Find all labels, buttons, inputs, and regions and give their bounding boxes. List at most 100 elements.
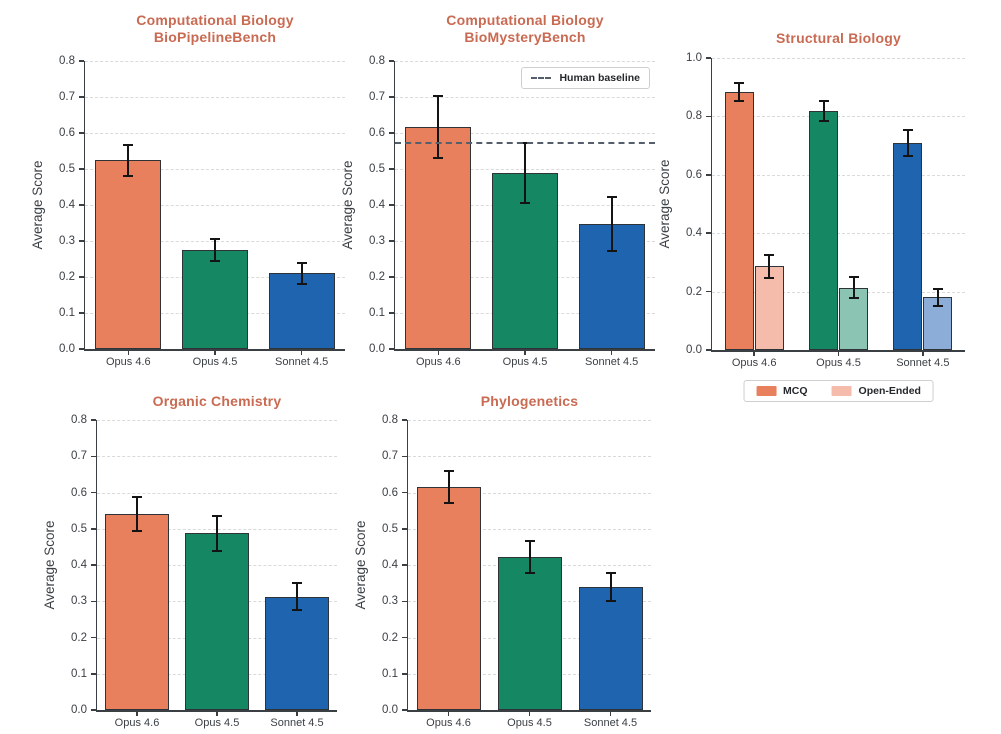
chart-phylogenetics: Phylogenetics Average Score 0.0 0.1 0.2 0.3 0.… [340,390,670,734]
y-tick-mark [78,276,84,278]
error-bar-cap-bottom [292,609,302,612]
chart-title: Computational Biology BioPipelineBench [85,12,345,46]
legend-item: Open-Ended [831,385,921,397]
y-tick-mark [388,312,394,314]
x-axis-spine [710,350,965,352]
y-tick-mark [401,600,407,602]
plot-area [710,58,965,352]
y-tick-label: 0.0 [382,704,398,716]
error-bar-line [906,129,909,156]
error-bar-cap-top [902,128,913,131]
y-tick-mark [78,204,84,206]
y-tick-mark [705,57,711,59]
y-tick-mark [388,276,394,278]
bar [497,557,562,710]
error-bar-cap-top [212,514,222,517]
y-tick-label: 0.8 [59,55,75,67]
x-tick-label: Sonnet 4.5 [896,357,950,369]
y-tick-mark [90,673,96,675]
x-tick-mark [300,350,303,355]
error-bar-cap-top [818,99,829,102]
chart-title-line: Structural Biology [776,30,901,46]
dashed-line-marker [531,77,552,79]
error-bar-line [610,196,613,251]
chart-computational-biology-biomysterybench: Computational Biology BioMysteryBench Aver… [320,8,670,388]
gridline [712,116,965,118]
y-tick-label: 0.4 [71,559,87,571]
gridline [85,205,345,206]
y-tick-label: 0.0 [369,343,385,355]
bar [265,596,329,710]
error-bar-cap-bottom [433,156,444,159]
error-bar-line [136,497,138,532]
bar [578,587,643,710]
y-tick-label: 1.0 [686,52,702,64]
y-tick-mark [401,528,407,530]
x-tick-mark [753,351,755,356]
gridline [97,492,337,494]
y-tick-label: 0.6 [686,168,702,181]
error-bar-cap-bottom [818,120,829,123]
error-bar-cap-top [734,81,745,84]
y-tick-mark [90,419,96,421]
x-tick-label: Opus 4.5 [502,356,548,368]
y-tick-label: 0.0 [71,704,87,716]
error-bar-cap-bottom [764,276,775,279]
gridline [408,528,651,530]
y-tick-label: 0.2 [71,631,87,644]
legend-swatch [831,386,852,396]
y-tick-label: 0.8 [686,110,702,123]
error-bar-cap-top [210,238,220,241]
y-tick-mark [90,564,96,566]
x-axis-spine [393,349,655,351]
y-tick-mark [401,491,407,494]
x-tick-mark [296,711,298,716]
y-tick-mark [90,528,96,530]
error-bar-line [216,515,218,551]
error-bar-cap-bottom [443,501,454,504]
gridline [85,61,345,62]
x-tick-mark [922,351,924,356]
y-tick-label: 0.4 [59,199,75,211]
y-tick-label: 0.1 [382,667,398,680]
x-tick-mark [447,711,450,716]
y-tick-label: 0.5 [382,522,398,535]
chart-title-line: BioMysteryBench [464,29,586,45]
y-axis-spine [406,420,408,712]
y-tick-mark [401,419,407,421]
gridline [712,233,965,235]
x-tick-mark [837,351,840,356]
legend-label: MCQ [783,385,808,397]
error-bar-line [768,254,771,278]
y-tick-mark [78,348,84,350]
y-tick-mark [78,96,84,98]
plot-area [83,61,345,351]
y-tick-mark [90,600,96,602]
x-axis-spine [406,710,651,712]
y-tick-label: 0.8 [71,414,87,426]
y-tick-mark [78,312,84,314]
error-bar-cap-top [433,94,444,97]
error-bar-line [437,95,440,158]
gridline [85,169,345,170]
y-tick-mark [78,132,84,134]
x-tick-label: Sonnet 4.5 [583,717,638,729]
x-tick-mark [127,350,130,355]
y-tick-label: 0.1 [71,667,87,680]
chart-title-line: Organic Chemistry [152,393,282,409]
x-tick-mark [216,711,218,716]
y-tick-label: 0.4 [686,227,702,240]
gridline [97,420,337,421]
chart-title: Computational Biology BioMysteryBench [395,12,655,46]
plot-area: Human baseline [393,61,655,351]
error-bar-cap-top [606,195,617,198]
error-bar-line [528,541,531,573]
chart-title: Structural Biology [712,30,965,47]
y-tick-label: 0.6 [382,486,398,499]
chart-title: Organic Chemistry [97,393,337,410]
y-tick-mark [705,290,711,293]
bar [893,142,923,350]
y-tick-label: 0.5 [369,163,385,175]
y-axis-spine [95,420,97,712]
error-bar-line [447,471,450,503]
